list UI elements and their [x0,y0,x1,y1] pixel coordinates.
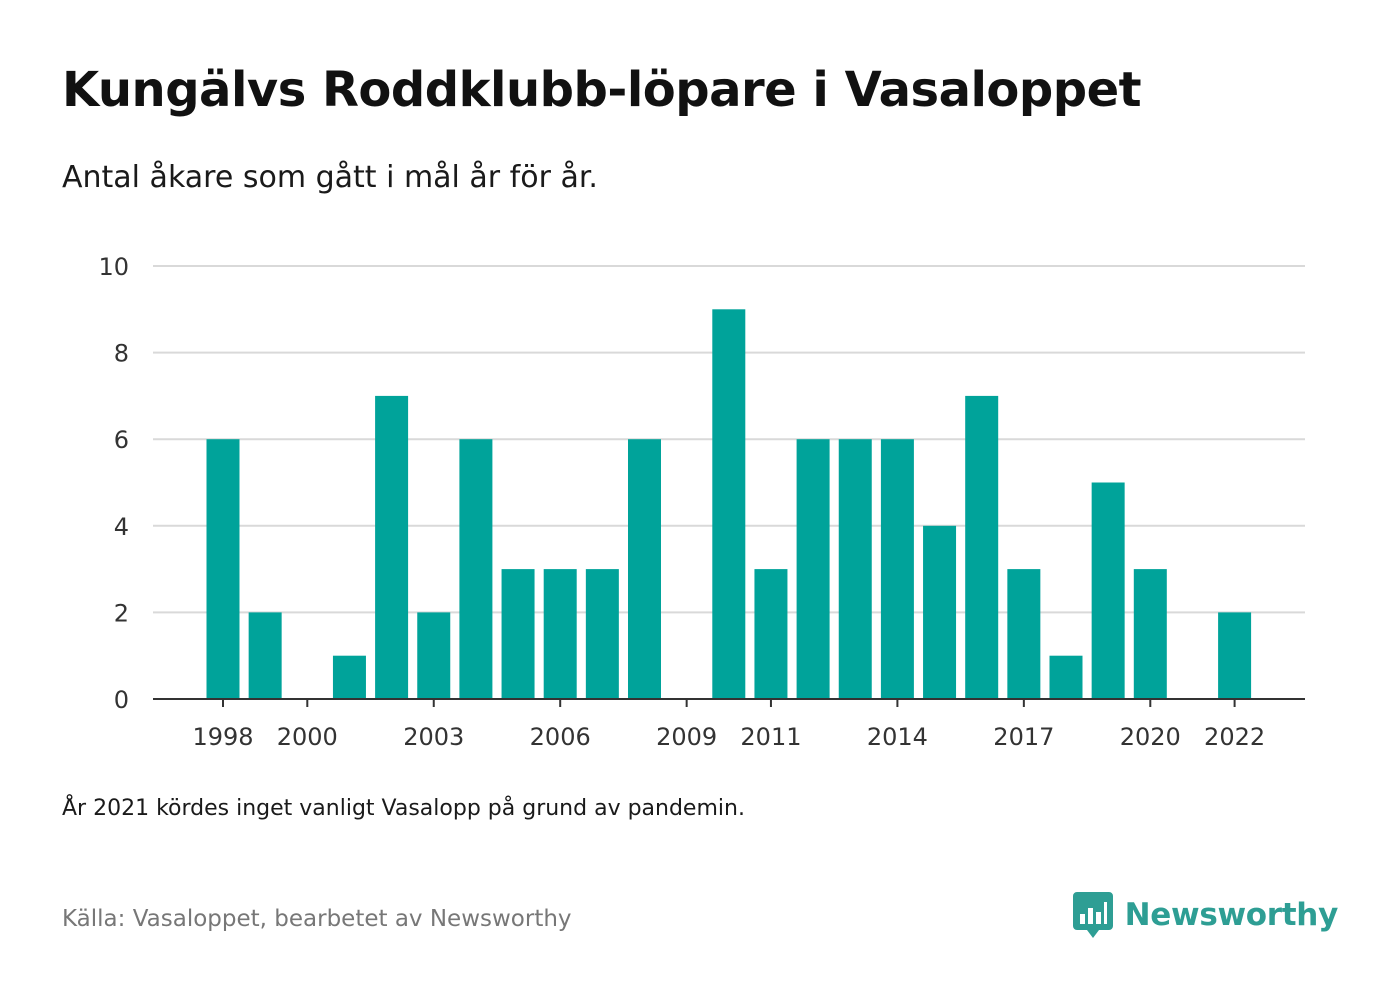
bar [1049,655,1083,699]
bar [880,439,914,699]
bar [248,612,282,699]
bar [543,569,577,699]
bar [332,655,366,699]
bars [206,309,1252,699]
y-tick-label: 2 [114,599,129,627]
bar [501,569,535,699]
bar [1007,569,1041,699]
bar [796,439,830,699]
x-tick-label: 2011 [740,723,801,751]
bar [712,309,746,699]
y-tick-label: 8 [114,340,129,368]
x-tick-label: 2006 [530,723,591,751]
bar [459,439,493,699]
bar-chart: 0 2 4 6 8 10 1998 2000 2003 2006 2009 2011 2014 2017 2… [98,253,1305,751]
bar [375,395,409,699]
y-tick-label: 4 [114,513,129,541]
x-tick-label: 2014 [867,723,928,751]
source-credit: Källa: Vasaloppet, bearbetet av Newswort… [62,906,572,932]
bar [417,612,451,699]
chart-title: Kungälvs Roddklubb-löpare i Vasaloppet [62,62,1142,118]
axes: 0 2 4 6 8 10 1998 2000 2003 2006 2009 2011 2014 2017 2… [98,253,1305,751]
chart-subtitle: Antal åkare som gått i mål år för år. [62,160,598,195]
y-tick-label: 6 [114,426,129,454]
bar [1091,482,1125,699]
y-tick-label: 0 [114,686,129,714]
bar [1133,569,1167,699]
newsworthy-logo[interactable]: Newsworthy [1072,890,1339,940]
x-tick-label: 1998 [192,723,253,751]
chart-note: År 2021 kördes inget vanligt Vasalopp på… [62,796,745,821]
bar [585,569,619,699]
bar [1218,612,1252,699]
bar [754,569,788,699]
y-tick-label: 10 [98,253,129,281]
bar [206,439,240,699]
bar [923,525,957,699]
x-tick-label: 2000 [277,723,338,751]
newsworthy-bar-chart-icon [1072,892,1113,938]
x-tick-label: 2020 [1120,723,1181,751]
x-tick-label: 2003 [403,723,464,751]
bar [628,439,661,699]
x-tick-label: 2022 [1204,723,1265,751]
logo-text: Newsworthy [1124,897,1339,933]
x-tick-label: 2017 [993,723,1054,751]
x-tick-label: 2009 [656,723,717,751]
bar [838,439,872,699]
bar [965,395,999,699]
